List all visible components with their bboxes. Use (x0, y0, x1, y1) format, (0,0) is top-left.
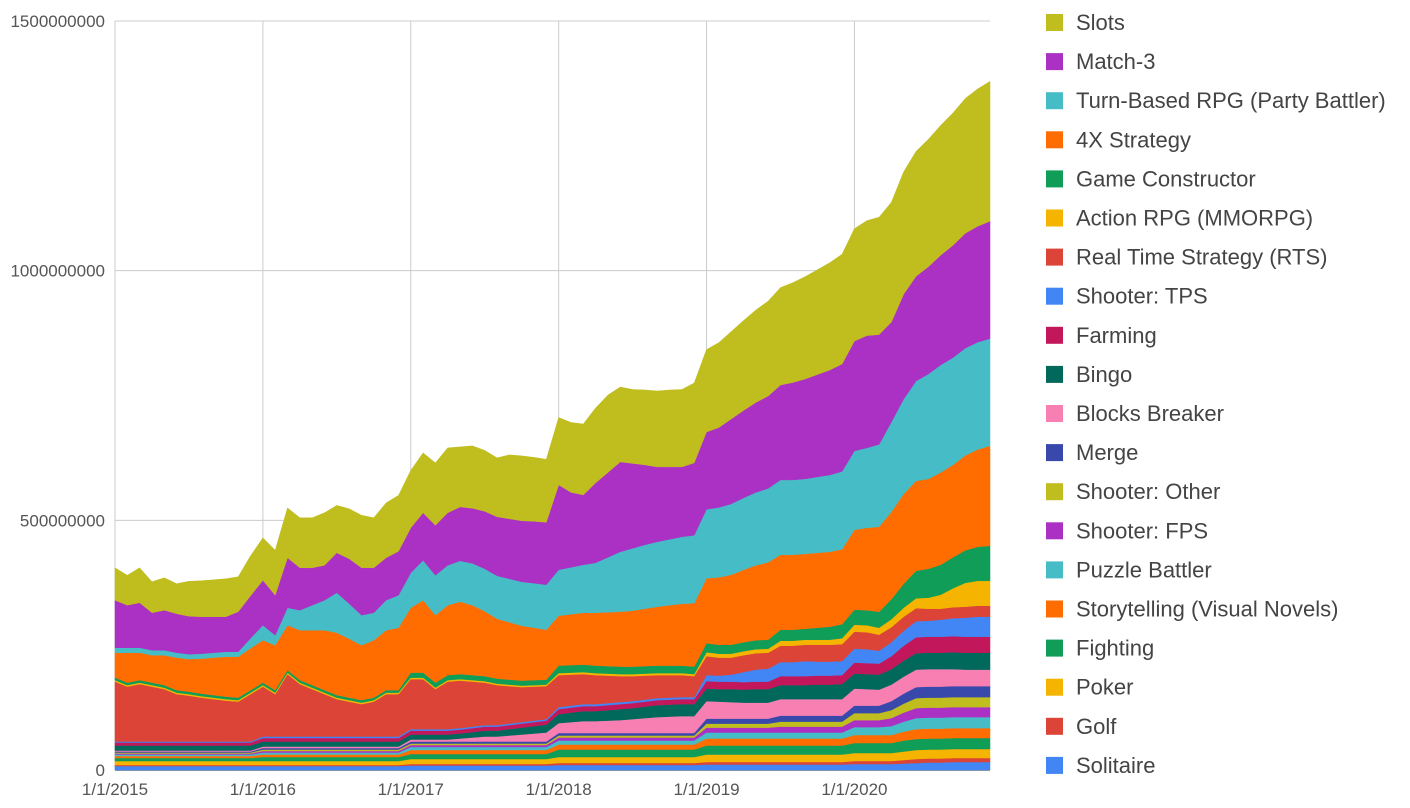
legend-label: Storytelling (Visual Novels) (1076, 597, 1338, 622)
legend-swatch (1046, 717, 1063, 735)
legend-label: Game Constructor (1076, 166, 1256, 191)
legend-item-poker: Poker (1046, 675, 1133, 700)
legend-swatch (1046, 639, 1063, 657)
legend-label: Fighting (1076, 636, 1154, 661)
legend-label: Solitaire (1076, 753, 1155, 778)
legend-item-puzzle-battler: Puzzle Battler (1046, 557, 1212, 582)
legend-swatch (1046, 14, 1063, 31)
x-tick-label: 1/1/2019 (673, 780, 739, 799)
legend: Slots Match-3 Turn-Based RPG (Party Battle… (1046, 10, 1386, 778)
legend-swatch (1046, 326, 1063, 344)
legend-item-bingo: Bingo (1046, 362, 1132, 387)
legend-item-solitaire: Solitaire (1046, 753, 1155, 778)
legend-label: Shooter: Other (1076, 479, 1220, 504)
legend-swatch (1046, 365, 1063, 383)
legend-item-merge: Merge (1046, 440, 1138, 465)
legend-item-match-3: Match-3 (1046, 49, 1155, 74)
legend-label: Bingo (1076, 362, 1132, 387)
legend-swatch (1046, 405, 1063, 422)
y-tick-label: 1000000000 (10, 262, 105, 281)
legend-label: 4X Strategy (1076, 127, 1191, 152)
area-series-group (114, 80, 991, 771)
legend-label: Action RPG (MMORPG) (1076, 206, 1313, 231)
y-tick-label: 1500000000 (10, 12, 105, 31)
legend-label: Golf (1076, 714, 1117, 739)
legend-item-game-constructor: Game Constructor (1046, 166, 1256, 191)
legend-item-shooter-other: Shooter: Other (1046, 479, 1220, 504)
legend-swatch (1046, 522, 1063, 540)
legend-item-farming: Farming (1046, 323, 1157, 348)
x-tick-label: 1/1/2016 (230, 780, 296, 799)
legend-item-storytelling-visual-novels: Storytelling (Visual Novels) (1046, 597, 1338, 622)
legend-label: Puzzle Battler (1076, 557, 1212, 582)
legend-item-fighting: Fighting (1046, 636, 1154, 661)
legend-label: Real Time Strategy (RTS) (1076, 245, 1327, 270)
x-tick-label: 1/1/2015 (82, 780, 148, 799)
legend-swatch (1046, 561, 1063, 579)
legend-item-blocks-breaker: Blocks Breaker (1046, 401, 1224, 426)
legend-label: Turn-Based RPG (Party Battler) (1076, 88, 1386, 113)
legend-item-action-rpg-mmorpg: Action RPG (MMORPG) (1046, 206, 1313, 231)
y-tick-label: 500000000 (20, 511, 105, 530)
legend-item-real-time-strategy-rts: Real Time Strategy (RTS) (1046, 245, 1327, 270)
legend-item-shooter-tps: Shooter: TPS (1046, 284, 1208, 309)
legend-label: Blocks Breaker (1076, 401, 1224, 426)
legend-swatch (1046, 53, 1063, 71)
axes: 0 500000000 1000000000 1500000000 1/1/2015 1/… (10, 12, 887, 799)
legend-item-shooter-fps: Shooter: FPS (1046, 518, 1208, 543)
legend-label: Farming (1076, 323, 1157, 348)
area-series-slots (114, 80, 991, 617)
legend-label: Merge (1076, 440, 1138, 465)
legend-swatch (1046, 600, 1063, 618)
legend-swatch (1046, 131, 1063, 149)
legend-item-turn-based-rpg-party-battler: Turn-Based RPG (Party Battler) (1046, 88, 1386, 113)
legend-item-4x-strategy: 4X Strategy (1046, 127, 1191, 152)
legend-label: Shooter: FPS (1076, 518, 1208, 543)
legend-swatch (1046, 92, 1063, 110)
legend-item-golf: Golf (1046, 714, 1117, 739)
legend-swatch (1046, 678, 1063, 696)
legend-item-slots: Slots (1046, 10, 1125, 35)
legend-swatch (1046, 444, 1063, 462)
legend-swatch (1046, 483, 1063, 501)
legend-swatch (1046, 287, 1063, 305)
x-tick-label: 1/1/2020 (821, 780, 887, 799)
legend-swatch (1046, 170, 1063, 188)
x-tick-label: 1/1/2017 (378, 780, 444, 799)
legend-label: Slots (1076, 10, 1125, 35)
y-tick-label: 0 (96, 761, 105, 780)
legend-swatch (1046, 248, 1063, 266)
legend-swatch (1046, 209, 1063, 227)
x-tick-label: 1/1/2018 (526, 780, 592, 799)
legend-label: Shooter: TPS (1076, 284, 1208, 309)
legend-swatch (1046, 756, 1063, 774)
legend-label: Match-3 (1076, 49, 1155, 74)
legend-label: Poker (1076, 675, 1133, 700)
